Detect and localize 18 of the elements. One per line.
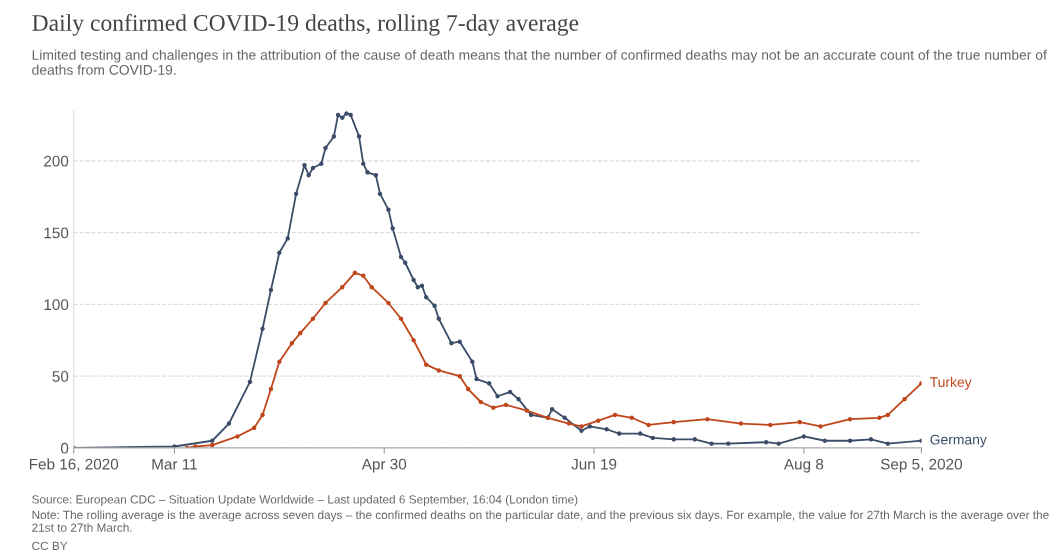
x-tick-label: Sep 5, 2020 [880,458,962,473]
y-tick-label: 150 [44,227,69,239]
x-tick-label: Apr 30 [361,458,407,473]
y-tick-label: 0 [60,442,69,454]
x-tick-label: Feb 16, 2020 [29,458,119,472]
series-label: Turkey [930,376,972,390]
source-note: Source: European CDC – Situation Update Worldwide – Last updated 6 September, 16:04 (London time) [32,494,578,506]
text: Note: The rolling average is the average across seven days – the confirmed deaths on the particular date, and the previous six days. For example, the value for 27th March is the average over the 21st to 27th March. [32,510,1049,532]
text: CC BY [32,541,68,551]
x-tick-label: Jun 19 [571,458,617,470]
y-tick-label: 100 [44,299,69,311]
y-tick-label: 50 [52,371,69,382]
series-label: Germany [930,434,987,448]
x-tick-label: Mar 11 [152,458,197,470]
chart-subtitle: Limited testing and challenges in the attribution of the cause of death means that the number of confirmed deaths may not be an accurate count of the true number of deaths from COVID-19. [32,49,1047,75]
y-tick-label: 200 [44,155,69,167]
chart-title: Daily confirmed COVID-19 deaths, rolling 7-day average [32,14,579,36]
x-tick-label: Aug 8 [783,458,824,473]
